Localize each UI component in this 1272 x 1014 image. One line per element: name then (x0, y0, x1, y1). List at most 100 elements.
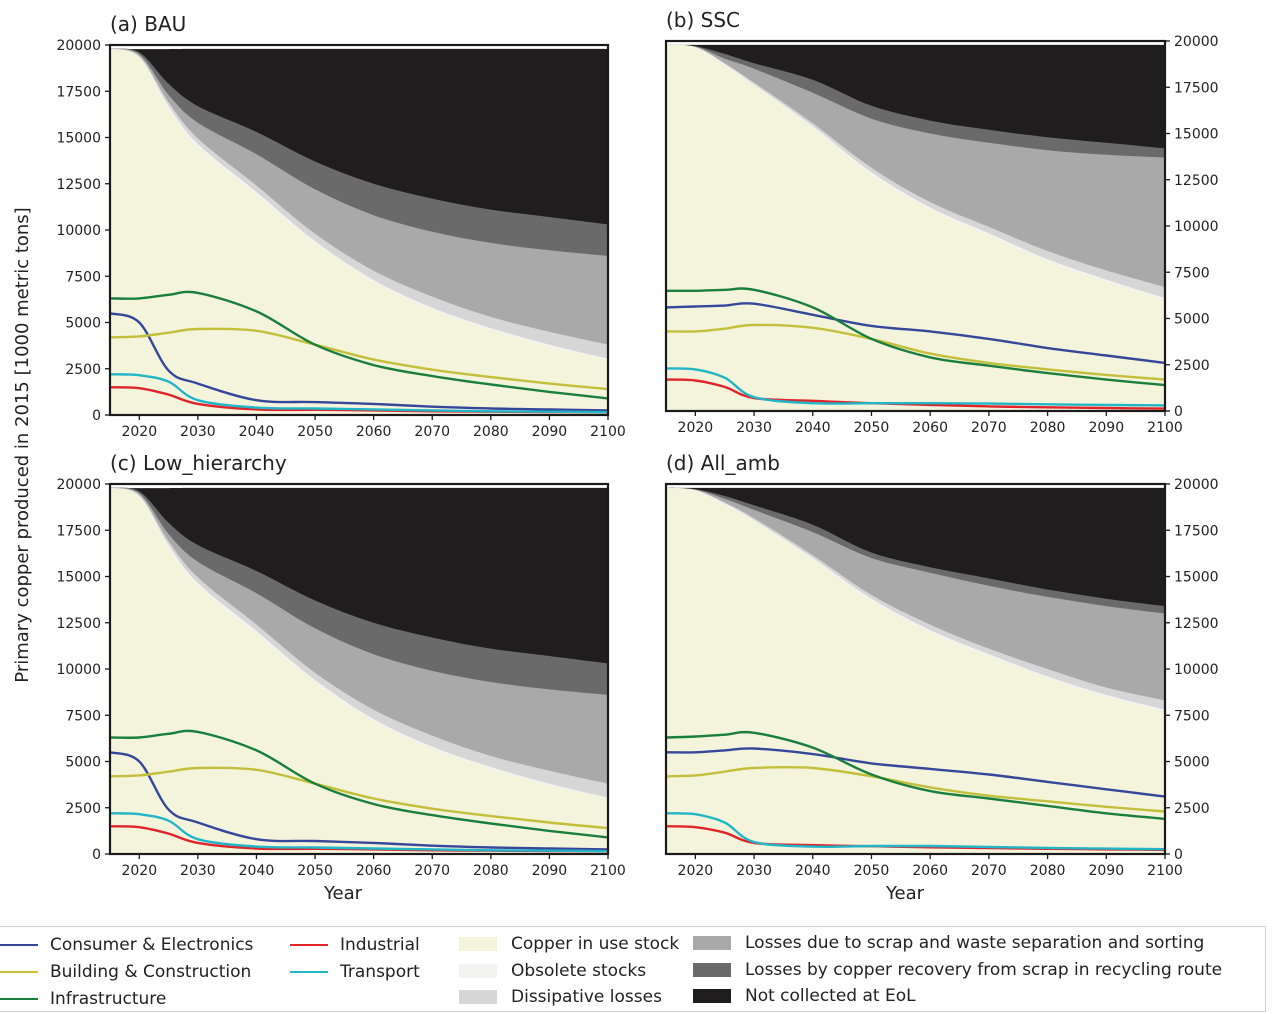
panel-title: (b) SSC (666, 8, 740, 32)
y-tick-label: 7500 (1174, 708, 1210, 724)
x-tick-label: 2090 (1088, 863, 1124, 879)
legend-swatch-industrial (290, 944, 328, 946)
legend-swatch-dissipative (459, 990, 497, 1004)
y-tick-label: 2500 (1174, 801, 1210, 817)
y-tick-label: 0 (92, 847, 101, 863)
x-tick-label: 2070 (414, 863, 450, 879)
area-use-stock (666, 44, 1165, 411)
y-tick-label: 15000 (56, 570, 101, 586)
legend-swatch-obsolete (459, 964, 497, 978)
y-tick-label: 15000 (1174, 127, 1219, 143)
legend-label: Consumer & Electronics (50, 935, 254, 955)
legend-label: Infrastructure (50, 989, 167, 1009)
legend: Consumer & Electronics Building & Constr… (0, 926, 1266, 1012)
y-tick-label: 12500 (56, 177, 101, 193)
y-tick-label: 0 (92, 408, 101, 424)
y-tick-label: 10000 (56, 662, 101, 678)
legend-item-industrial: Industrial (290, 934, 420, 956)
x-tick-label: 2030 (180, 424, 216, 440)
y-tick-label: 20000 (1174, 34, 1219, 50)
panel-title: (a) BAU (110, 12, 186, 36)
x-tick-label: 2020 (121, 863, 157, 879)
y-tick-label: 10000 (1174, 219, 1219, 235)
legend-label: Not collected at EoL (745, 986, 916, 1006)
legend-swatch-recovery (693, 963, 731, 977)
x-tick-label: 2070 (414, 424, 450, 440)
x-tick-label: 2090 (532, 863, 568, 879)
x-tick-label: 2050 (854, 863, 890, 879)
y-tick-label: 0 (1174, 847, 1183, 863)
x-tick-label: 2090 (532, 424, 568, 440)
line-building (665, 766, 1166, 813)
x-tick-label: 2060 (356, 863, 392, 879)
x-tick-label: 2020 (678, 863, 714, 879)
line-infrastructure (665, 287, 1166, 387)
y-tick-label: 20000 (1174, 477, 1219, 493)
y-tick-label: 12500 (56, 616, 101, 632)
legend-swatch-transport (290, 971, 328, 973)
x-tick-label: 2100 (590, 863, 626, 879)
x-tick-label: 2090 (1088, 420, 1124, 436)
y-tick-label: 10000 (56, 223, 101, 239)
legend-label: Losses due to scrap and waste separation… (745, 933, 1205, 953)
x-tick-label: 2040 (239, 863, 275, 879)
legend-item-transport: Transport (290, 961, 420, 983)
x-tick-label: 2060 (912, 420, 948, 436)
y-tick-label: 17500 (1174, 523, 1219, 539)
legend-label: Transport (340, 962, 420, 982)
y-tick-label: 7500 (65, 269, 101, 285)
y-tick-label: 20000 (56, 477, 101, 493)
x-tick-label: 2040 (795, 863, 831, 879)
legend-item-use-stock: Copper in use stock (459, 933, 679, 955)
panel-title: (d) All_amb (666, 451, 780, 475)
y-tick-label: 12500 (1174, 616, 1219, 632)
x-tick-label: 2080 (1030, 420, 1066, 436)
chart-panel-3: 2020 2030 2040 2050 2060 2070 2080 2090 2100 0 250… (56, 451, 625, 879)
y-tick-label: 0 (1174, 404, 1183, 420)
x-tick-label: 2030 (180, 863, 216, 879)
x-tick-label: 2070 (971, 420, 1007, 436)
y-tick-label: 10000 (1174, 662, 1219, 678)
figure-canvas: Primary copper produced in 2015 [1000 me… (12, 8, 1219, 904)
line-transport (109, 812, 609, 853)
x-tick-label: 2080 (1030, 863, 1066, 879)
legend-swatch-building (0, 971, 38, 973)
legend-swatch-separation (693, 936, 731, 950)
y-tick-label: 12500 (1174, 173, 1219, 189)
legend-swatch-not-collected (693, 989, 731, 1003)
legend-item-separation: Losses due to scrap and waste separation… (693, 932, 1204, 954)
x-tick-label: 2030 (736, 863, 772, 879)
x-tick-label: 2020 (121, 424, 157, 440)
legend-label: Building & Construction (50, 962, 252, 982)
legend-item-not-collected: Not collected at EoL (693, 985, 916, 1007)
x-tick-label: 2100 (1147, 420, 1183, 436)
y-tick-label: 17500 (56, 84, 101, 100)
line-transport (109, 373, 609, 414)
x-tick-label: 2040 (239, 424, 275, 440)
legend-label: Industrial (340, 935, 420, 955)
x-tick-label: 2050 (297, 424, 333, 440)
y-tick-label: 5000 (1174, 312, 1210, 328)
x-tick-label: 2050 (854, 420, 890, 436)
area-use-stock (666, 487, 1165, 854)
line-infrastructure (665, 730, 1166, 821)
y-tick-label: 7500 (65, 708, 101, 724)
x-tick-label: 2060 (356, 424, 392, 440)
legend-swatch-infrastructure (0, 998, 38, 1000)
x-tick-label: 2020 (678, 420, 714, 436)
legend-item-infrastructure: Infrastructure (0, 988, 166, 1010)
x-tick-label: 2100 (590, 424, 626, 440)
line-consumer (109, 751, 609, 851)
legend-label: Obsolete stocks (511, 961, 647, 981)
x-axis-label-right: Year (885, 883, 925, 904)
y-axis-label: Primary copper produced in 2015 [1000 me… (12, 207, 33, 682)
legend-swatch-use-stock (459, 937, 497, 951)
legend-item-building: Building & Construction (0, 961, 251, 983)
y-tick-label: 2500 (1174, 358, 1210, 374)
x-axis-label-left: Year (323, 883, 363, 904)
legend-swatch-consumer (0, 944, 38, 946)
line-transport (665, 812, 1166, 851)
x-tick-label: 2050 (297, 863, 333, 879)
legend-item-dissipative: Dissipative losses (459, 986, 662, 1008)
